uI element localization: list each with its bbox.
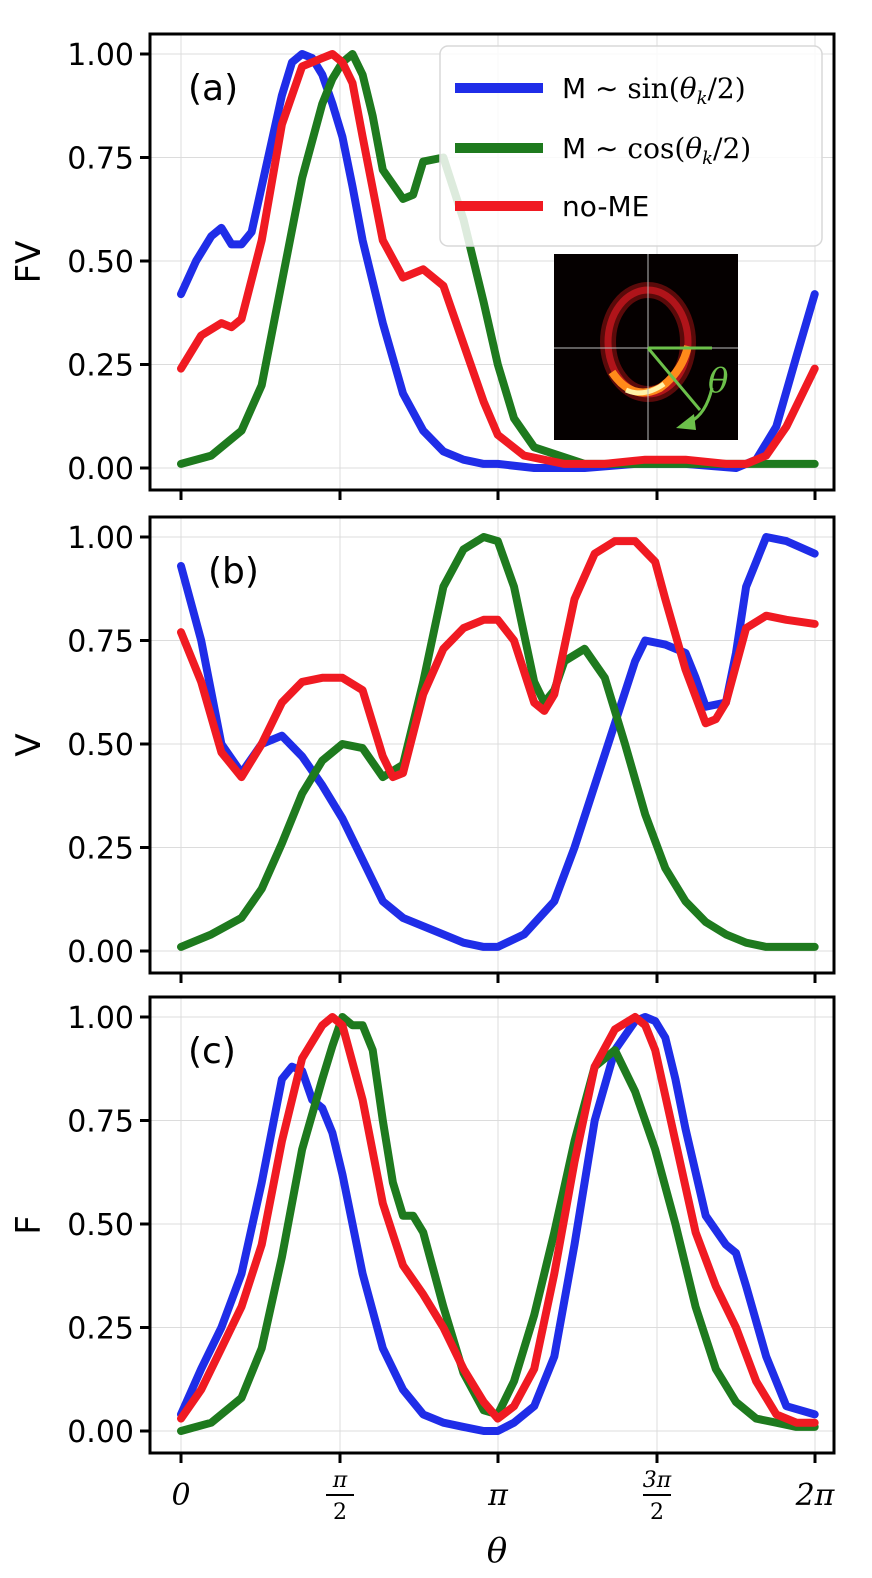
panel-1: 0.00 0.25 0.50 0.75 1.00 V (b) xyxy=(9,515,836,983)
y-axis-label: F xyxy=(9,1215,49,1235)
panel-label: (b) xyxy=(208,551,259,592)
y-tick-label: 0.00 xyxy=(67,452,134,487)
inset-angle-ray xyxy=(646,347,702,411)
x-tick-label-den: 2 xyxy=(333,1500,347,1525)
y-tick-label: 0.25 xyxy=(67,349,134,384)
legend-label-nome: no-ME xyxy=(562,190,649,223)
y-tick-label: 0.75 xyxy=(67,142,134,177)
y-tick-label: 0.75 xyxy=(67,625,134,660)
legend-label-sin: M ∼ sin(θk/2) xyxy=(562,72,746,109)
x-tick-label: 2π xyxy=(795,1478,836,1513)
inset-arrowhead xyxy=(676,414,696,430)
series-line-0 xyxy=(177,1013,819,1435)
panel-label: (a) xyxy=(188,68,238,109)
y-tick-label: 1.00 xyxy=(67,1001,134,1036)
x-axis-title: θ xyxy=(487,1531,507,1571)
y-tick-label: 0.50 xyxy=(67,245,134,280)
panel-label: (c) xyxy=(188,1031,236,1072)
inset-ring-hot-spot xyxy=(624,381,666,396)
y-tick-label: 1.00 xyxy=(67,521,134,556)
y-tick-label: 0.50 xyxy=(67,728,134,763)
x-tick-label-num: π xyxy=(332,1468,348,1493)
y-axis-label: FV xyxy=(9,241,49,284)
legend: M ∼ sin(θk/2) M ∼ cos(θk/2) no-ME xyxy=(439,45,823,247)
y-tick-label: 0.50 xyxy=(67,1208,134,1243)
x-tick-label-num: 3π xyxy=(643,1468,672,1493)
inset-ring-image: θ xyxy=(554,254,738,440)
legend-box xyxy=(439,45,823,247)
x-tick-label-den: 2 xyxy=(650,1500,664,1525)
y-tick-label: 0.25 xyxy=(67,1312,134,1347)
series-line-0 xyxy=(177,533,819,951)
y-tick-label: 0.25 xyxy=(67,832,134,867)
y-tick-label: 0.00 xyxy=(67,1415,134,1450)
inset-theta-label: θ xyxy=(708,361,728,401)
series-line-2 xyxy=(177,50,819,468)
series-line-1 xyxy=(177,533,819,951)
y-axis-label: V xyxy=(9,733,49,756)
panel-0: 0.00 0.25 0.50 0.75 1.00 FV (a) xyxy=(9,32,836,500)
y-tick-label: 1.00 xyxy=(67,38,134,73)
series-line-2 xyxy=(177,1013,819,1427)
x-tick-label: π xyxy=(487,1478,509,1513)
y-tick-label: 0.00 xyxy=(67,935,134,970)
series-line-2 xyxy=(177,537,819,782)
panel-2: 0.000.250.500.751.00F(c)0 π2 π 3π2 2π xyxy=(9,995,836,1525)
y-tick-label: 0.75 xyxy=(67,1105,134,1140)
legend-label-cos: M ∼ cos(θk/2) xyxy=(562,132,751,169)
x-tick-label: 0 xyxy=(171,1478,190,1513)
